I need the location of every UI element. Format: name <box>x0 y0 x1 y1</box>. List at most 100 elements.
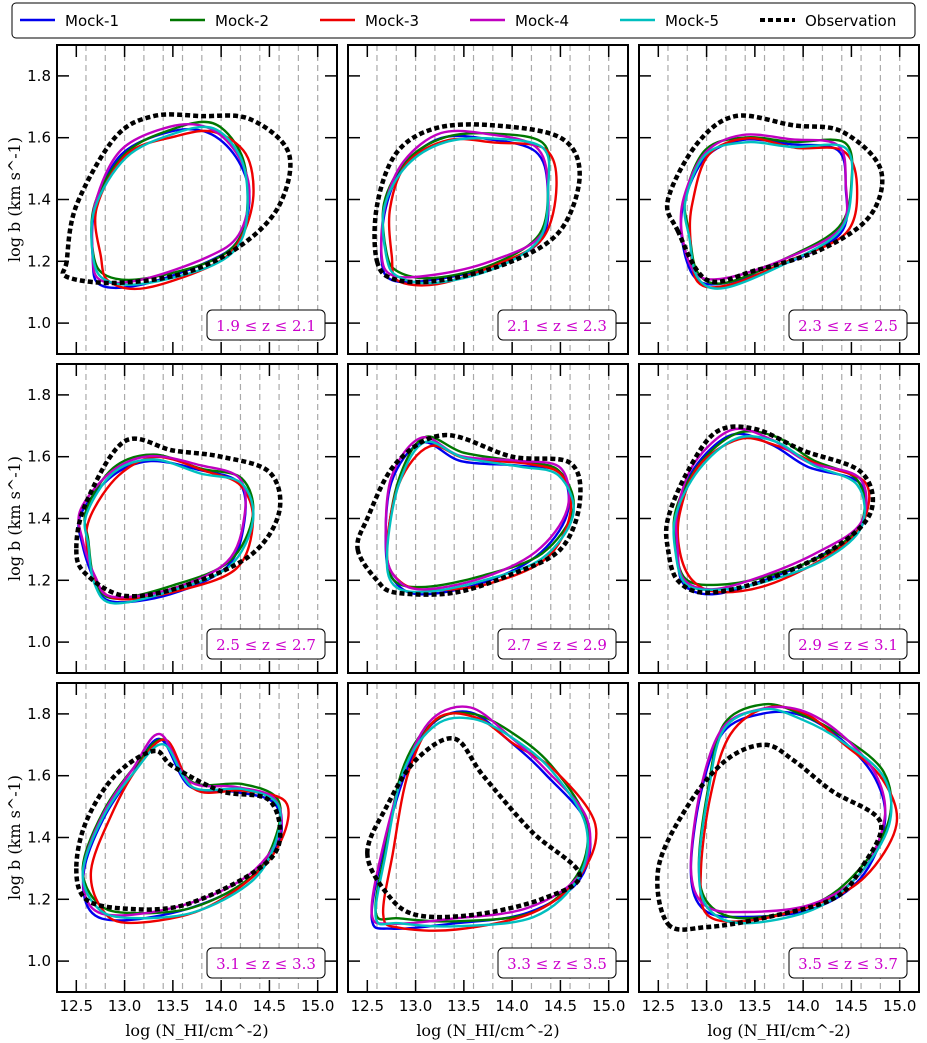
redshift-label-box <box>206 947 326 979</box>
mock-3-contour <box>699 705 899 923</box>
x-tick-label: 14.5 <box>835 997 868 1015</box>
mock-4-contour <box>689 705 887 914</box>
legend-label-mock-2: Mock-2 <box>215 12 269 30</box>
x-tick-label: 14.0 <box>786 997 819 1015</box>
x-tick-label: 14.5 <box>253 997 286 1015</box>
mock-5-contour <box>83 458 255 605</box>
redshift-label-box <box>497 628 617 660</box>
observation-contour <box>372 122 582 285</box>
redshift-label-box <box>788 628 908 660</box>
x-tick-label: 14.5 <box>544 997 577 1015</box>
panel-2: 2.1 ≤ z ≤ 2.3 <box>347 44 629 355</box>
x-tick-label: 12.5 <box>351 997 384 1015</box>
y-tick-label: 1.6 <box>27 448 51 466</box>
redshift-label-box <box>206 628 326 660</box>
y-axis-title: log b (km s^-1) <box>5 137 24 262</box>
observation-contour <box>60 112 293 286</box>
y-tick-label: 1.0 <box>27 314 51 332</box>
panel-curves <box>60 112 293 291</box>
panel-3: 2.3 ≤ z ≤ 2.5 <box>638 44 920 355</box>
redshift-label-box <box>206 309 326 341</box>
mock-5-contour <box>385 440 575 594</box>
panel-5: 2.7 ≤ z ≤ 2.9 <box>347 363 629 674</box>
redshift-label-box <box>497 309 617 341</box>
mock-5-contour <box>90 125 249 287</box>
y-tick-label: 1.0 <box>27 952 51 970</box>
redshift-label: 3.3 ≤ z ≤ 3.5 <box>507 955 607 973</box>
observation-contour <box>74 436 283 599</box>
x-tick-label: 15.0 <box>883 997 916 1015</box>
panel-curves <box>664 113 885 290</box>
y-tick-label: 1.4 <box>27 510 51 528</box>
redshift-label: 2.5 ≤ z ≤ 2.7 <box>216 636 316 654</box>
panel-frame <box>638 682 920 993</box>
y-tick-label: 1.4 <box>27 191 51 209</box>
panel-1: 1.0 1.2 1.4 1.6 1.8 1.9 ≤ z ≤ 2.1 <box>27 44 338 355</box>
mock-4-contour <box>674 427 868 591</box>
legend-label-mock-1: Mock-1 <box>65 12 119 30</box>
redshift-label-box <box>788 947 908 979</box>
mock-1-contour <box>679 138 849 286</box>
legend-label-mock-3: Mock-3 <box>365 12 419 30</box>
mock-5-contour <box>381 136 551 285</box>
mock-5-contour <box>81 743 282 920</box>
x-axis-title: log (N_HI/cm^-2) <box>125 1021 268 1040</box>
redshift-label-box <box>497 947 617 979</box>
panel-7: 1.0 1.2 1.4 1.6 1.8 12.5 13.0 13.5 14.0 14.5 15.0 3… <box>27 682 338 1015</box>
mock-2-contour <box>374 711 589 923</box>
mock-2-contour <box>697 702 893 920</box>
legend-label-observation: Observation <box>805 12 896 30</box>
x-axis-title: log (N_HI/cm^-2) <box>416 1021 559 1040</box>
mock-5-contour <box>697 707 893 925</box>
observation-contour <box>365 736 582 920</box>
panel-8: 12.5 13.0 13.5 14.0 14.5 15.0 3.3 ≤ z ≤ 3.5 <box>347 682 629 1015</box>
y-tick-label: 1.4 <box>27 829 51 847</box>
panel-curves <box>74 732 290 925</box>
panel-4: 1.0 1.2 1.4 1.6 1.8 2.5 ≤ z ≤ 2.7 <box>27 363 338 674</box>
mock-4-contour <box>384 436 571 591</box>
mock-3-contour <box>688 137 859 289</box>
x-tick-label: 14.0 <box>204 997 237 1015</box>
redshift-label: 2.7 ≤ z ≤ 2.9 <box>507 636 607 654</box>
mock-5-contour <box>683 140 854 290</box>
x-tick-label: 13.0 <box>399 997 432 1015</box>
y-axis-title: log b (km s^-1) <box>5 456 24 581</box>
mock-1-contour <box>90 127 251 290</box>
mock-4-contour <box>81 732 283 917</box>
redshift-label: 1.9 ≤ z ≤ 2.1 <box>216 317 316 335</box>
x-axis-titles: log (N_HI/cm^-2) log (N_HI/cm^-2) log (N_H… <box>125 1021 850 1040</box>
x-tick-label: 12.5 <box>60 997 93 1015</box>
panel-curves <box>355 432 583 597</box>
legend-label-mock-5: Mock-5 <box>665 12 719 30</box>
redshift-label: 3.1 ≤ z ≤ 3.3 <box>216 955 316 973</box>
panel-curves <box>663 424 876 596</box>
y-tick-label: 1.6 <box>27 129 51 147</box>
y-tick-label: 1.8 <box>27 67 51 85</box>
mock-2-contour <box>683 135 854 285</box>
panel-frame <box>347 44 629 355</box>
observation-contour <box>74 748 283 912</box>
x-axis-title: log (N_HI/cm^-2) <box>707 1021 850 1040</box>
panel-frame <box>347 682 629 993</box>
y-tick-label: 1.2 <box>27 252 51 270</box>
panel-curves <box>372 122 582 287</box>
y-axis-title: log b (km s^-1) <box>5 775 24 900</box>
observation-contour <box>355 432 583 597</box>
mock-4-contour <box>77 454 247 599</box>
x-tick-label: 13.5 <box>738 997 771 1015</box>
observation-contour <box>664 113 885 285</box>
mock-3-contour <box>381 712 598 932</box>
mock-3-contour <box>89 738 290 925</box>
mock-3-contour <box>676 436 871 594</box>
y-tick-label: 1.2 <box>27 571 51 589</box>
x-tick-label: 15.0 <box>301 997 334 1015</box>
y-tick-label: 1.2 <box>27 890 51 908</box>
x-tick-label: 12.5 <box>642 997 675 1015</box>
panel-curves <box>74 436 283 605</box>
panels-grid: 1.0 1.2 1.4 1.6 1.8 1.9 ≤ z ≤ 2.1 2.1 ≤ z ≤ 2.… <box>27 44 920 1015</box>
y-tick-label: 1.8 <box>27 705 51 723</box>
x-tick-label: 13.0 <box>690 997 723 1015</box>
legend-frame <box>11 2 916 39</box>
y-axis-titles: log b (km s^-1) log b (km s^-1) log b (km … <box>5 137 24 900</box>
